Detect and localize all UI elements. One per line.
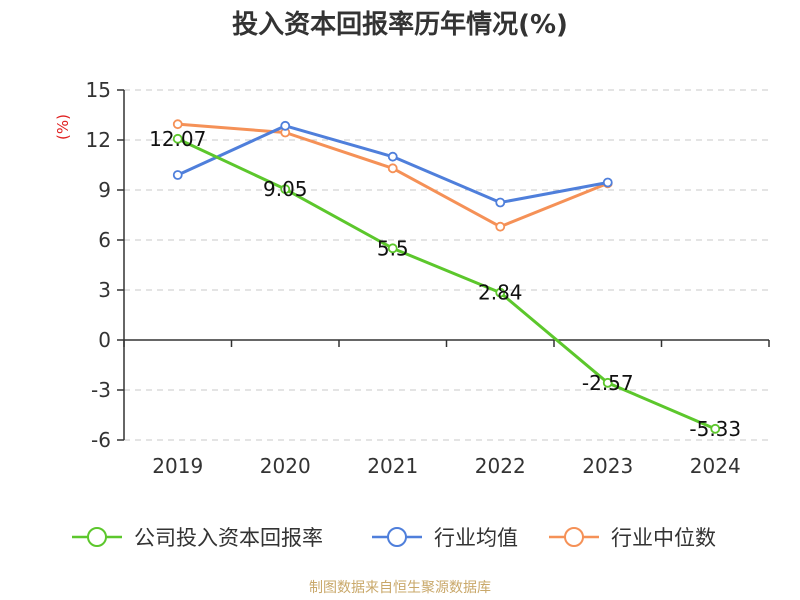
y-tick-label: 9: [98, 178, 111, 202]
series-line: [177, 137, 716, 431]
x-tick-label: 2022: [475, 454, 526, 478]
data-point: [280, 184, 291, 195]
axes: [117, 89, 770, 441]
data-point: [495, 287, 506, 298]
data-label: -2.57: [582, 371, 634, 395]
data-point: [710, 423, 721, 434]
data-point: [172, 170, 183, 180]
data-label: 9.05: [263, 177, 308, 201]
y-tick-label: 0: [98, 328, 111, 352]
data-point: [602, 377, 613, 388]
y-tick-label: -6: [91, 428, 111, 452]
data-point: [387, 243, 398, 254]
data-point: [495, 221, 506, 232]
y-tick-label: 12: [86, 128, 111, 152]
x-tick-label: 2024: [690, 454, 741, 478]
x-tick-label: 2023: [582, 454, 633, 478]
chart-title: 投入资本回报率历年情况(%): [232, 9, 568, 40]
y-tick-label: 6: [98, 228, 111, 252]
y-axis-unit: (%): [54, 114, 72, 140]
data-point: [602, 177, 613, 188]
data-label: 2.84: [478, 281, 523, 305]
data-label: 12.07: [149, 127, 206, 151]
x-tick-label: 2019: [152, 454, 203, 478]
source-note: 制图数据来自恒生聚源数据库: [309, 580, 491, 596]
y-tick-label: -3: [91, 378, 111, 402]
data-point: [387, 163, 398, 174]
legend-label: 行业均值: [434, 526, 518, 550]
data-point: [172, 119, 183, 130]
legend-marker: [387, 527, 407, 547]
data-point: [172, 133, 183, 144]
y-tick-label: 3: [98, 278, 111, 302]
x-tick-labels: 2019 2020 2021 2022 2023 2024: [152, 454, 740, 478]
legend-marker: [564, 527, 584, 547]
data-label: -5.33: [689, 417, 741, 441]
data-label: 5.5: [377, 236, 409, 260]
grid-lines: [124, 89, 769, 441]
data-point: [495, 197, 506, 208]
x-tick-label: 2020: [260, 454, 311, 478]
data-point: [280, 120, 291, 131]
legend-label: 行业中位数: [611, 526, 716, 550]
y-tick-label: 15: [86, 78, 111, 102]
data-labels: 12.07 9.05 5.5 2.84 -2.57 -5.33: [149, 127, 741, 441]
legend-marker: [87, 527, 107, 547]
y-tick-labels: 15 12 9 6 3 0 -3 -6: [86, 78, 111, 452]
legend-label: 公司投入资本回报率: [134, 526, 323, 550]
x-tick-label: 2021: [367, 454, 418, 478]
series-lines: [172, 119, 721, 434]
data-point: [387, 151, 398, 162]
legend: 公司投入资本回报率 行业均值 行业中位数: [72, 526, 716, 550]
